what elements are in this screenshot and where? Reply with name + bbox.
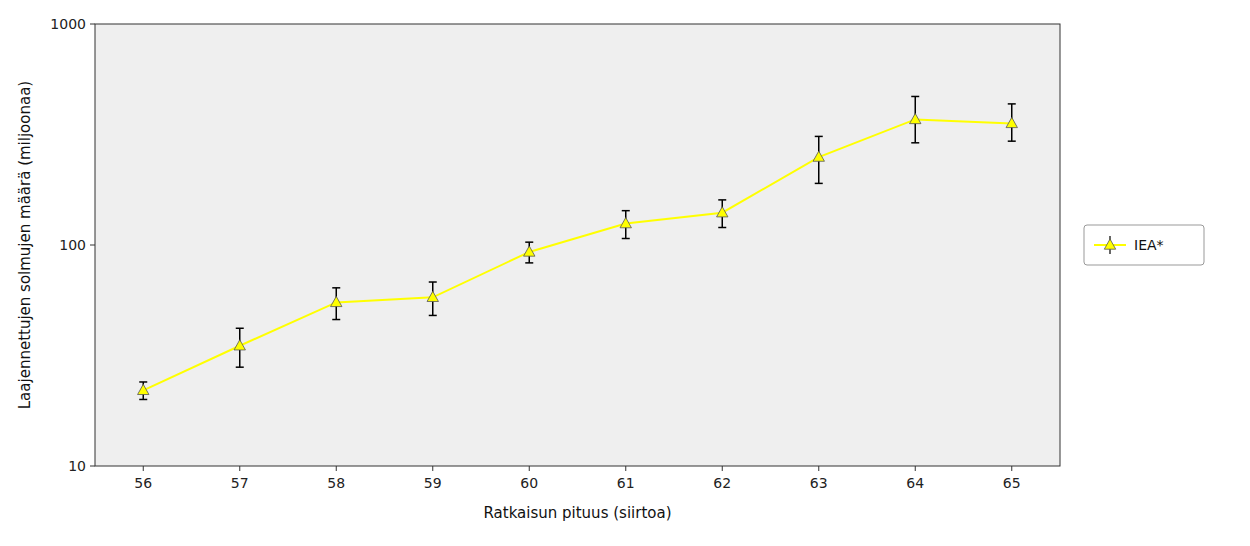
marker — [427, 291, 438, 301]
error-bar-cap — [236, 328, 244, 330]
error-bar-cap — [622, 238, 630, 240]
marker — [620, 218, 631, 228]
x-tick-label: 64 — [906, 475, 924, 491]
legend-marker — [1104, 239, 1115, 249]
x-tick-label: 63 — [810, 475, 828, 491]
error-bar-cap — [139, 381, 147, 383]
marker — [524, 246, 535, 256]
error-bar-cap — [718, 227, 726, 229]
y-axis-label: Laajennettujen solmujen määrä (miljoonaa… — [16, 81, 34, 409]
series-line — [143, 119, 1012, 390]
x-tick-label: 65 — [1003, 475, 1021, 491]
x-tick — [336, 466, 337, 471]
legend-box — [1084, 225, 1204, 265]
marker — [331, 296, 342, 306]
chart-container: 56 57 58 59 60 61 62 63 64 65 10 100 1000 Ratkaisun p… — [0, 0, 1250, 546]
x-tick — [915, 466, 916, 471]
y-tick-label: 100 — [59, 237, 86, 253]
error-bar-cap — [525, 241, 533, 243]
marker — [910, 113, 921, 123]
x-tick-label: 62 — [713, 475, 731, 491]
marker — [813, 151, 824, 161]
legend: IEA* — [1084, 225, 1204, 265]
marker — [138, 384, 149, 394]
y-tick — [90, 24, 95, 25]
legend-label: IEA* — [1134, 237, 1164, 253]
x-tick-label: 58 — [327, 475, 345, 491]
x-axis: 56 57 58 59 60 61 62 63 64 65 — [134, 466, 1020, 491]
x-axis-label: Ratkaisun pituus (siirtoa) — [484, 504, 672, 522]
chart-svg: 56 57 58 59 60 61 62 63 64 65 10 100 1000 Ratkaisun p… — [0, 0, 1250, 546]
error-bar-cap — [236, 366, 244, 368]
error-bar-cap — [139, 399, 147, 401]
error-bar-cap — [332, 287, 340, 289]
x-tick-label: 56 — [134, 475, 152, 491]
plot-frame — [95, 24, 1060, 466]
x-tick-label: 59 — [424, 475, 442, 491]
x-tick — [432, 466, 433, 471]
marker — [717, 207, 728, 217]
error-bar-cap — [815, 183, 823, 185]
x-tick — [143, 466, 144, 471]
x-tick — [529, 466, 530, 471]
error-bar-cap — [429, 315, 437, 317]
error-bar-cap — [332, 319, 340, 321]
x-tick — [1011, 466, 1012, 471]
error-bar-cap — [911, 142, 919, 144]
error-bar-cap — [718, 199, 726, 201]
error-bar-cap — [622, 210, 630, 212]
x-tick-label: 61 — [617, 475, 635, 491]
data-layer — [138, 96, 1018, 399]
y-tick-label: 1000 — [50, 16, 86, 32]
y-tick — [90, 466, 95, 467]
error-bar-cap — [911, 96, 919, 98]
error-bar-cap — [1008, 140, 1016, 142]
error-bar-cap — [525, 262, 533, 264]
y-axis: 10 100 1000 — [50, 16, 95, 474]
x-tick — [818, 466, 819, 471]
marker — [234, 340, 245, 350]
y-tick — [90, 245, 95, 246]
x-tick — [625, 466, 626, 471]
error-bar-cap — [429, 281, 437, 283]
x-tick-label: 57 — [231, 475, 249, 491]
y-tick-label: 10 — [68, 458, 86, 474]
x-tick — [722, 466, 723, 471]
plot-background — [95, 24, 1060, 466]
error-bar-cap — [815, 136, 823, 138]
x-tick — [239, 466, 240, 471]
page: {"chart_data": {"type": "line", "xlabel"… — [0, 0, 1250, 546]
marker — [1006, 117, 1017, 127]
x-tick-label: 60 — [520, 475, 538, 491]
error-bar-cap — [1008, 103, 1016, 105]
